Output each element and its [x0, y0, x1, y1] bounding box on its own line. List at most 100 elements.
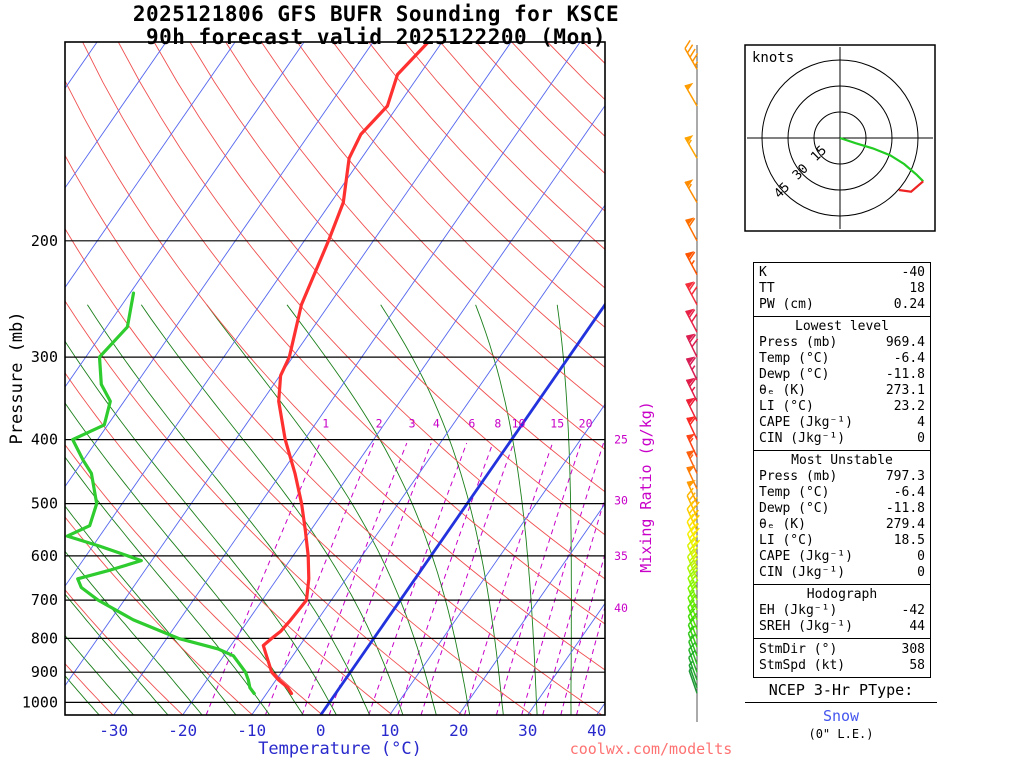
mixing-ratio-lines	[205, 442, 605, 715]
hodograph-stats-title: Hodograph	[806, 587, 878, 602]
pressure-tick-label: 800	[31, 629, 58, 647]
mixing-ratio-label: 40	[614, 601, 628, 615]
hodograph-trace-high	[898, 180, 924, 193]
stat-label: LI (°C)	[759, 399, 814, 414]
stat-value: 279.4	[885, 517, 925, 532]
divider	[754, 638, 930, 639]
pressure-tick-label: 900	[31, 663, 58, 681]
wind-barb	[686, 449, 698, 474]
stat-value: 0.24	[893, 297, 925, 312]
stat-label: Dewp (°C)	[759, 501, 830, 516]
wind-barb	[684, 179, 698, 203]
stat-label: EH (Jkg⁻¹)	[759, 603, 838, 618]
stat-row: CAPE (Jkg⁻¹) 4	[754, 415, 930, 431]
hodograph-ring	[787, 85, 893, 191]
stat-row: SREH (Jkg⁻¹) 44	[754, 619, 930, 635]
stat-label: θₑ (K)	[759, 517, 806, 532]
stat-label: CIN (Jkg⁻¹)	[759, 565, 846, 580]
dewpoint-trace	[65, 291, 256, 696]
stat-value: 58	[909, 658, 925, 673]
stat-value: -6.4	[893, 485, 925, 500]
wind-barb	[688, 642, 698, 673]
stat-row: Press (mb) 969.4	[754, 335, 930, 351]
wind-barb	[686, 433, 698, 458]
wind-barb	[685, 308, 698, 333]
most-unstable-box: Most Unstable Press (mb) 797.3 Temp (°C) -6…	[753, 450, 931, 585]
lowest-level-title: Lowest level	[795, 319, 889, 334]
stat-row: EH (Jkg⁻¹) -42	[754, 603, 930, 619]
wind-barb	[688, 666, 698, 694]
stat-row: CIN (Jkg⁻¹) 0	[754, 431, 930, 447]
stat-label: Temp (°C)	[759, 351, 830, 366]
mixing-ratio-label: 1	[322, 416, 329, 430]
stat-label: Press (mb)	[759, 335, 838, 350]
mixing-ratio-axis-label: Mixing Ratio (g/kg)	[637, 401, 655, 573]
wind-barb-column	[684, 39, 701, 722]
mixing-ratio-label: 10	[512, 416, 526, 430]
stat-label: PW (cm)	[759, 297, 814, 312]
stat-label: θₑ (K)	[759, 383, 806, 398]
stat-row: TT 18	[754, 281, 930, 297]
pressure-tick-label: 500	[31, 495, 58, 513]
stat-row: LI (°C) 23.2	[754, 399, 930, 415]
stat-label: Temp (°C)	[759, 485, 830, 500]
stat-value: -11.8	[885, 367, 925, 382]
stat-row: Dewp (°C) -11.8	[754, 501, 930, 517]
wind-barb	[686, 537, 699, 568]
temp-tick-label: 30	[518, 721, 537, 740]
stat-row: K -40	[754, 265, 930, 281]
sounding-traces	[65, 42, 430, 696]
hodograph-stats-box: Hodograph EH (Jkg⁻¹) -42 SREH (Jkg⁻¹) 44 St…	[753, 584, 931, 678]
stat-row: θₑ (K) 273.1	[754, 383, 930, 399]
mixing-ratio-label: 25	[614, 433, 628, 447]
temp-tick-label: 0	[316, 721, 326, 740]
title-line-1: 2025121806 GFS BUFR Sounding for KSCE	[132, 2, 620, 26]
mixing-ratio-value-labels: 1 2 3 4 6 8 10 15 20 25 30 35 40	[322, 416, 628, 615]
stat-value: 797.3	[885, 469, 925, 484]
stat-label: CAPE (Jkg⁻¹)	[759, 415, 853, 430]
wind-barb	[685, 333, 699, 358]
ptype-block: NCEP 3-Hr PType: Snow (0" L.E.)	[745, 681, 937, 741]
stat-value: -6.4	[893, 351, 925, 366]
stat-row: StmDir (°) 308	[754, 642, 930, 658]
watermark-text: coolwx.com/modelts	[569, 740, 733, 758]
indices-box: K -40 TT 18 PW (cm) 0.24	[753, 262, 931, 317]
pressure-tick-label: 600	[31, 547, 58, 565]
wind-barb	[686, 513, 700, 545]
wind-barb	[686, 525, 701, 557]
pressure-tick-label: 400	[31, 431, 58, 449]
stat-value: 969.4	[885, 335, 925, 350]
stat-value: 0	[917, 431, 925, 446]
wind-barb	[684, 82, 698, 107]
wind-barb	[685, 356, 698, 381]
pressure-tick-label: 300	[31, 348, 58, 366]
stat-label: Press (mb)	[759, 469, 838, 484]
lowest-level-box: Lowest level Press (mb) 969.4 Temp (°C) -6.…	[753, 316, 931, 451]
temp-tick-label: 20	[449, 721, 468, 740]
stat-row: Press (mb) 797.3	[754, 469, 930, 485]
stat-value: 0	[917, 549, 925, 564]
plot-border	[64, 41, 606, 716]
dry-adiabats	[65, 42, 605, 715]
temp-tick-label: -20	[168, 721, 197, 740]
mixing-ratio-label: 15	[550, 416, 564, 430]
mixing-ratio-label: 6	[468, 416, 475, 430]
moist-adiabats	[65, 304, 605, 715]
stat-label: K	[759, 265, 767, 280]
ptype-amount: (0" L.E.)	[808, 727, 874, 741]
stat-row: LI (°C) 18.5	[754, 533, 930, 549]
pressure-axis-label: Pressure (mb)	[7, 311, 27, 445]
wind-barb	[685, 377, 698, 402]
wind-barb	[685, 281, 698, 306]
temperature-trace	[261, 42, 430, 696]
ptype-heading: NCEP 3-Hr PType:	[745, 681, 937, 703]
stat-value: 0	[917, 565, 925, 580]
mixing-ratio-label: 3	[409, 416, 416, 430]
temp-tick-label: 10	[380, 721, 399, 740]
wind-barb	[686, 500, 700, 532]
stat-label: CIN (Jkg⁻¹)	[759, 431, 846, 446]
stat-value: 18.5	[893, 533, 925, 548]
isotherms	[65, 42, 605, 715]
stat-row: CAPE (Jkg⁻¹) 0	[754, 549, 930, 565]
stat-label: CAPE (Jkg⁻¹)	[759, 549, 853, 564]
